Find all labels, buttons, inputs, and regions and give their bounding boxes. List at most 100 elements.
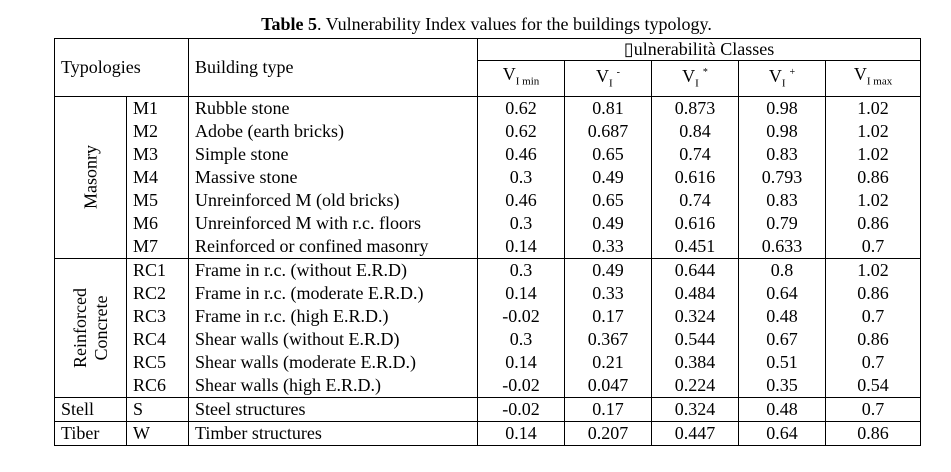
col-header-base: V: [502, 64, 516, 84]
vi-value: 1.02: [825, 188, 922, 212]
vi-value: 0.65: [564, 142, 653, 166]
type-code: M7: [126, 234, 190, 259]
vi-value: 0.3: [477, 258, 566, 282]
vi-value: 0.21: [564, 350, 653, 374]
vi-value: 1.02: [825, 119, 922, 143]
vi-value: 0.324: [651, 304, 740, 328]
col-header-sub: I min: [515, 75, 540, 88]
vi-value: 0.62: [477, 119, 566, 143]
group-label: Reinforced Concrete: [70, 288, 112, 368]
vi-value: 0.687: [564, 119, 653, 143]
col-header-sup: +: [789, 67, 796, 78]
vi-value: 1.02: [825, 142, 922, 166]
type-code: RC3: [126, 304, 190, 328]
vi-value: 0.74: [651, 142, 740, 166]
vi-value: 0.67: [738, 327, 827, 351]
vi-value: 0.644: [651, 258, 740, 282]
vi-value: 0.86: [825, 211, 922, 235]
table-row: Reinforced Concrete RC1 Frame in r.c. (with…: [54, 258, 922, 398]
vi-value: 0.3: [477, 327, 566, 351]
vi-value: 0.86: [825, 165, 922, 189]
col-header-sup: -: [616, 67, 621, 78]
col-header-2: VI*: [651, 60, 740, 97]
vi-value: 0.79: [738, 211, 827, 235]
group-label-cell: Reinforced Concrete: [54, 258, 127, 398]
building-type: Adobe (earth bricks): [188, 119, 479, 143]
table-row: Masonry M1 Rubble stone 0.62 0.81 0.873 0.98 1.…: [54, 96, 922, 259]
building-type: Frame in r.c. (high E.R.D.): [188, 304, 479, 328]
vi-value: 0.83: [738, 188, 827, 212]
vi-value: 0.17: [564, 397, 653, 422]
col-header-base: V: [853, 64, 867, 84]
header-classes-label: ulnerabilità Classes: [633, 39, 775, 60]
table-row: M5 Unreinforced M (old bricks) 0.46 0.65 0.7…: [55, 188, 922, 212]
type-code: W: [126, 421, 190, 446]
building-type: Frame in r.c. (without E.R.D): [188, 258, 479, 282]
vi-value: 0.3: [477, 165, 566, 189]
table-row: RC3 Frame in r.c. (high E.R.D.) -0.02 0.17 0…: [55, 304, 922, 328]
table-row: M4 Massive stone 0.3 0.49 0.616 0.793 0.86: [55, 165, 922, 189]
group-label-cell: Masonry: [54, 96, 127, 259]
col-header-3: VI+: [738, 60, 827, 97]
vi-value: 0.616: [651, 211, 740, 235]
col-header-sub: I: [609, 77, 613, 90]
group-label: Masonry: [80, 145, 100, 210]
vi-value: 0.33: [564, 234, 653, 259]
table-row: RC2 Frame in r.c. (moderate E.R.D.) 0.14 0.…: [55, 281, 922, 305]
col-header-base: V: [768, 66, 782, 86]
vi-value: 0.49: [564, 165, 653, 189]
building-type: Shear walls (without E.R.D): [188, 327, 479, 351]
building-type: Timber structures: [188, 421, 479, 446]
vi-value: 0.14: [477, 234, 566, 259]
type-code: RC1: [126, 258, 190, 282]
col-header-sub: I: [781, 77, 786, 90]
type-code: RC4: [126, 327, 190, 351]
vi-value: 0.7: [825, 304, 922, 328]
table-row: M6 Unreinforced M with r.c. floors 0.3 0.49…: [55, 211, 922, 235]
group-label-cell: Tiber: [54, 421, 127, 446]
type-code: RC6: [126, 373, 190, 398]
vi-value: 0.64: [738, 281, 827, 305]
vi-value: 1.02: [825, 96, 922, 120]
vi-value: 0.3: [477, 211, 566, 235]
col-header-base: V: [596, 66, 609, 86]
group-label-line: Concrete: [90, 295, 111, 361]
building-type: Steel structures: [188, 397, 479, 422]
vi-value: 0.384: [651, 350, 740, 374]
building-type: Rubble stone: [188, 96, 479, 120]
col-header-0: VI min: [477, 60, 566, 97]
vi-value: -0.02: [477, 304, 566, 328]
type-code: RC2: [126, 281, 190, 305]
col-header-base: V: [682, 66, 696, 86]
vi-value: 0.047: [564, 373, 653, 398]
vi-value: 0.633: [738, 234, 827, 259]
vi-value: 0.54: [825, 373, 922, 398]
vi-value: 0.324: [651, 397, 740, 422]
vi-value: 0.447: [651, 421, 740, 446]
header-typologies: Typologies: [53, 38, 190, 97]
col-header-4: VI max: [825, 60, 922, 97]
vi-value: 0.62: [477, 96, 566, 120]
type-code: S: [126, 397, 190, 422]
vi-value: 0.48: [738, 397, 827, 422]
table-row: M2 Adobe (earth bricks) 0.62 0.687 0.84 0.98 1…: [55, 119, 922, 143]
building-type: Reinforced or confined masonry: [188, 234, 479, 259]
vi-value: 0.616: [651, 165, 740, 189]
vi-value: 0.49: [564, 258, 653, 282]
type-code: M3: [126, 142, 190, 166]
group-label-line: Reinforced: [69, 287, 90, 368]
vi-value: 0.83: [738, 142, 827, 166]
table-row: Stell S Steel structures -0.02 0.17 0.324 0.48…: [54, 397, 922, 422]
vulnerability-table: Typologies Building type ▯ulnerabilità C…: [53, 38, 922, 446]
vi-value: 0.81: [564, 96, 653, 120]
vi-value: 0.86: [825, 281, 922, 305]
building-type: Shear walls (moderate E.R.D.): [188, 350, 479, 374]
type-code: M6: [126, 211, 190, 235]
type-code: M4: [126, 165, 190, 189]
vi-value: 0.7: [825, 234, 922, 259]
vi-value: 0.8: [738, 258, 827, 282]
vi-value: -0.02: [477, 373, 566, 398]
vi-value: 0.33: [564, 281, 653, 305]
building-type: Unreinforced M (old bricks): [188, 188, 479, 212]
vi-value: 0.7: [825, 397, 922, 422]
